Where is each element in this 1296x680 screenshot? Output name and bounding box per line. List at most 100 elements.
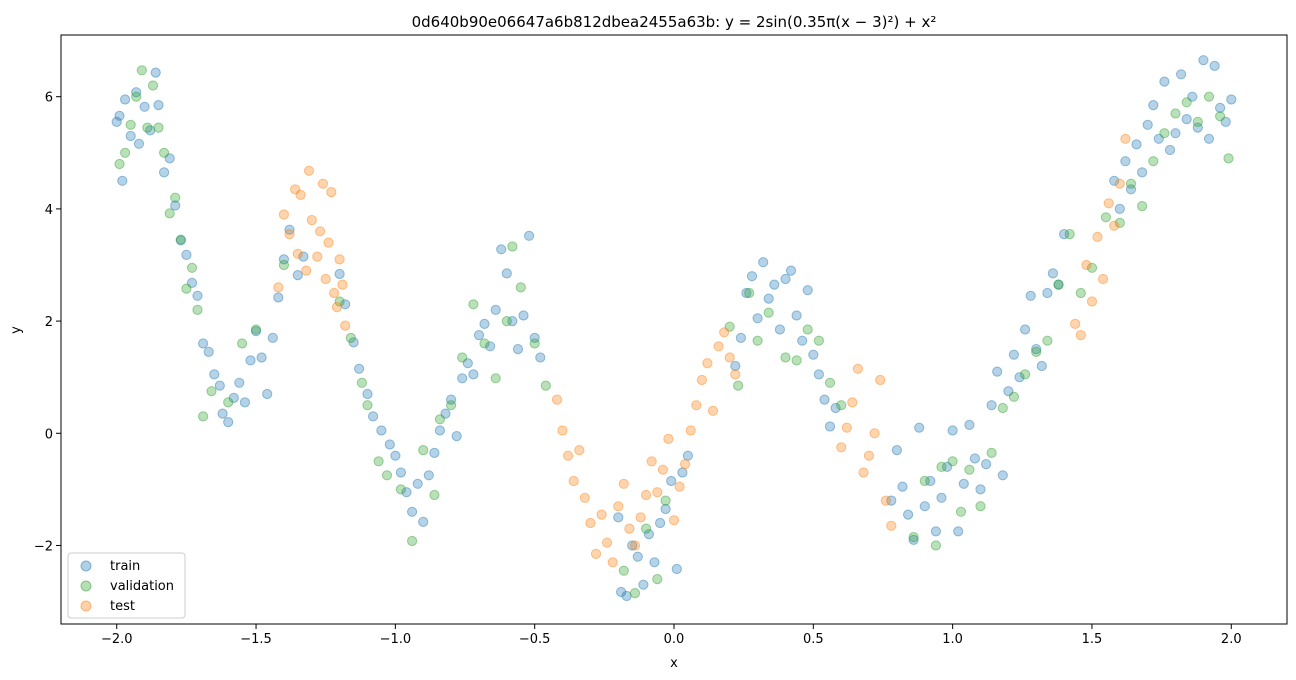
train-point (891, 445, 903, 456)
train-point (362, 388, 373, 400)
train-point (1226, 94, 1237, 105)
x-tick-label: 2.0 (1221, 632, 1242, 647)
y-tick-label: 2 (45, 315, 53, 330)
validation-point (986, 447, 997, 458)
train-point (239, 397, 250, 408)
legend-box (67, 552, 186, 619)
train-point (660, 503, 671, 515)
x-tick-label: 1.5 (1082, 632, 1103, 647)
train-point (925, 475, 936, 487)
plot-points (111, 55, 1237, 602)
validation-point (813, 335, 825, 346)
train-point (791, 310, 802, 321)
test-point (340, 320, 351, 331)
train-point (133, 138, 145, 149)
train-point (930, 526, 942, 537)
test-point (847, 397, 858, 408)
train-point (975, 484, 986, 495)
train-point (214, 380, 225, 391)
x-tick-label: 1.0 (942, 632, 963, 647)
validation-point (824, 377, 836, 388)
validation-point (1064, 229, 1075, 240)
test-point (624, 523, 635, 534)
test-point (1109, 220, 1120, 231)
y-tick-label: 6 (45, 91, 53, 106)
validation-point (490, 373, 501, 384)
train-point (964, 419, 975, 430)
validation-point (1053, 279, 1064, 290)
train-point (1170, 128, 1181, 139)
train-point (273, 292, 284, 303)
legend-marker-train (80, 560, 92, 572)
train-point (164, 153, 175, 164)
train-point (897, 481, 908, 492)
validation-point (164, 208, 175, 219)
validation-point (802, 324, 813, 335)
test-point (303, 165, 315, 176)
test-point (674, 481, 685, 492)
train-point (518, 310, 529, 321)
legend: train validation test (67, 552, 186, 619)
train-point (769, 279, 780, 290)
validation-point (373, 456, 384, 467)
validation-point (457, 352, 468, 363)
train-point (1209, 60, 1220, 72)
test-point (629, 540, 641, 551)
test-point (836, 442, 847, 453)
train-point (440, 408, 451, 419)
test-point (329, 287, 340, 299)
train-point (1148, 100, 1159, 111)
validation-point (501, 316, 512, 327)
train-point (507, 316, 518, 327)
validation-point (618, 565, 629, 576)
train-point (808, 349, 819, 360)
train-point (1053, 279, 1064, 290)
train-point (958, 478, 969, 489)
train-point (457, 373, 468, 384)
y-tick-label: 4 (45, 203, 53, 218)
validation-point (1137, 201, 1148, 212)
validation-point (947, 456, 958, 467)
x-tick-label: −0.5 (519, 632, 551, 647)
validation-point (919, 475, 930, 487)
test-point (1070, 318, 1081, 329)
train-point (524, 230, 535, 241)
train-point (1120, 156, 1131, 167)
train-point (632, 551, 643, 562)
train-point (501, 268, 512, 279)
train-point (462, 358, 473, 369)
validation-point (1075, 287, 1086, 299)
validation-point (142, 122, 153, 133)
train-point (368, 411, 379, 422)
validation-point (752, 335, 763, 346)
train-point (429, 447, 440, 458)
train-point (986, 400, 997, 411)
validation-point (836, 400, 847, 411)
train-point (886, 495, 897, 506)
validation-point (198, 411, 209, 422)
validation-point (936, 461, 947, 472)
train-point (512, 344, 524, 355)
validation-point (356, 377, 367, 388)
train-point (473, 330, 485, 341)
train-point (1008, 349, 1020, 360)
test-point (292, 248, 303, 259)
test-point (563, 450, 574, 461)
test-point (1086, 296, 1098, 307)
validation-point (362, 400, 373, 411)
train-point (1192, 122, 1203, 133)
validation-point (278, 259, 289, 271)
train-point (395, 467, 406, 478)
train-point (1181, 114, 1192, 125)
legend-marker-validation (80, 580, 92, 592)
train-point (292, 270, 303, 281)
train-point (496, 244, 507, 255)
train-point (969, 453, 981, 464)
validation-point (153, 122, 164, 133)
validation-point (529, 338, 540, 349)
validation-point (975, 501, 986, 512)
validation-point (652, 574, 663, 585)
train-point (145, 125, 156, 136)
train-point (824, 421, 836, 432)
